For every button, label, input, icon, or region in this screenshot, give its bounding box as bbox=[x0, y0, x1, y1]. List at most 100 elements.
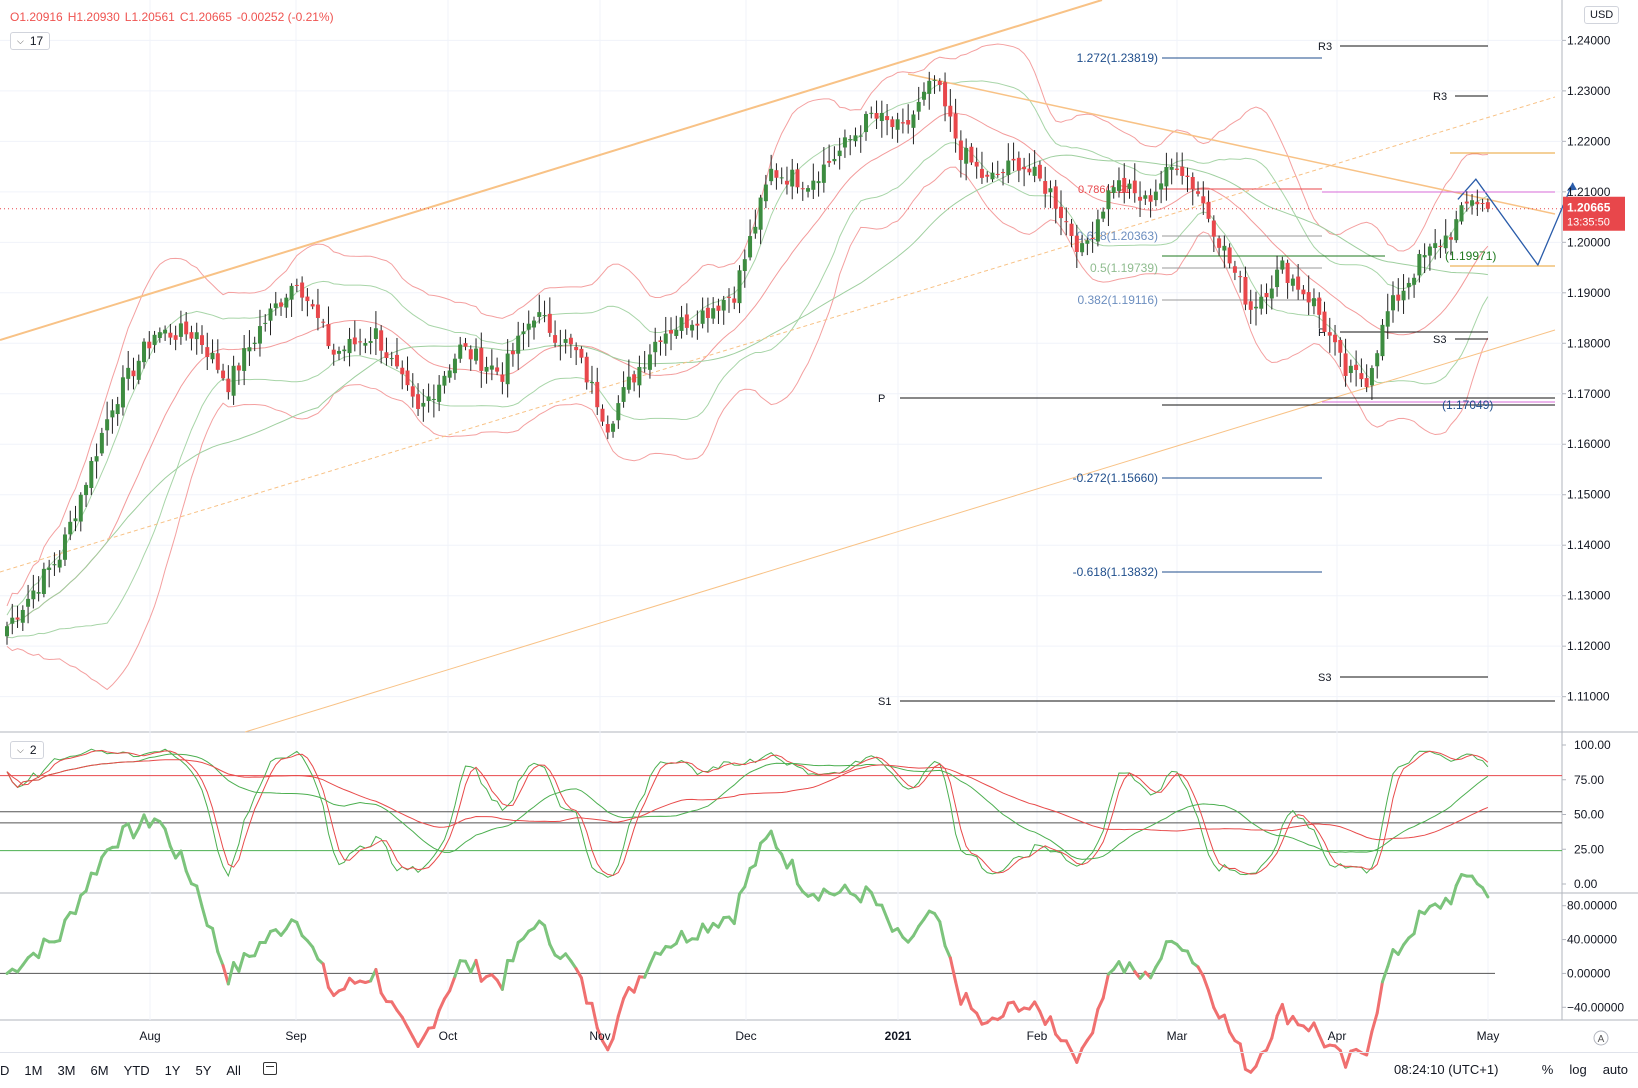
osc-axis-label: 40.00000 bbox=[1567, 933, 1617, 947]
range-3m[interactable]: 3M bbox=[57, 1063, 75, 1078]
candle-body bbox=[1333, 335, 1337, 342]
osc-segment bbox=[86, 873, 91, 891]
candle-body bbox=[63, 534, 67, 559]
candle-body bbox=[722, 300, 726, 311]
candle-body bbox=[743, 259, 747, 271]
candle-body bbox=[1001, 172, 1005, 173]
chevron-down-icon: ⌵ bbox=[17, 745, 24, 756]
candle-body bbox=[79, 495, 83, 522]
osc-segment bbox=[950, 958, 955, 982]
candle-body bbox=[885, 116, 889, 120]
candle-body bbox=[37, 592, 41, 594]
candle-body bbox=[1133, 181, 1137, 194]
fib-level-label: 1.272(1.23819) bbox=[1077, 51, 1158, 65]
osc-segment bbox=[197, 886, 202, 906]
candle-body bbox=[896, 119, 900, 129]
candle-body bbox=[664, 334, 668, 344]
range-1y[interactable]: 1Y bbox=[165, 1063, 181, 1078]
main-indicator-toggle[interactable]: ⌵ 17 bbox=[10, 32, 50, 50]
price-axis-label: 1.14000 bbox=[1567, 538, 1611, 552]
candle-body bbox=[479, 348, 483, 371]
percent-toggle[interactable]: % bbox=[1542, 1062, 1554, 1077]
osc-segment bbox=[323, 964, 328, 987]
osc-segment bbox=[39, 939, 44, 957]
candle-body bbox=[485, 367, 489, 372]
candle-body bbox=[1254, 307, 1258, 309]
osc-segment bbox=[682, 931, 687, 942]
candle-body bbox=[1122, 178, 1126, 192]
osc-segment bbox=[1187, 951, 1192, 963]
candle-body bbox=[933, 80, 937, 81]
time-axis-label: Oct bbox=[439, 1029, 458, 1043]
candle-body bbox=[216, 353, 220, 370]
range-d[interactable]: D bbox=[0, 1063, 9, 1078]
candle-body bbox=[716, 306, 720, 311]
osc-segment bbox=[1203, 976, 1208, 990]
candle-body bbox=[616, 403, 620, 420]
candle-body bbox=[1338, 340, 1342, 353]
auto-toggle[interactable]: auto bbox=[1603, 1062, 1628, 1077]
candle-body bbox=[1380, 325, 1384, 356]
candle-body bbox=[890, 119, 894, 127]
level-label: (1.17049) bbox=[1442, 398, 1493, 412]
candle-body bbox=[790, 170, 794, 187]
osc-segment bbox=[502, 960, 507, 989]
stoch-indicator-toggle[interactable]: ⌵ 2 bbox=[10, 741, 44, 759]
osc-segment bbox=[408, 1027, 413, 1037]
time-axis-label: Nov bbox=[589, 1029, 610, 1043]
price-axis-label: 1.13000 bbox=[1567, 589, 1611, 603]
candle-body bbox=[532, 321, 536, 328]
candle-body bbox=[1323, 312, 1327, 332]
candle-body bbox=[31, 591, 35, 600]
candle-body bbox=[1201, 196, 1205, 203]
candle-body bbox=[1349, 366, 1353, 373]
osc-segment bbox=[1230, 1032, 1235, 1041]
candle-body bbox=[1344, 353, 1348, 376]
osc-segment bbox=[239, 954, 244, 972]
range-1m[interactable]: 1M bbox=[24, 1063, 42, 1078]
candle-body bbox=[279, 302, 283, 306]
osc-segment bbox=[439, 999, 444, 1011]
candle-body bbox=[1101, 212, 1105, 219]
candle-body bbox=[58, 560, 62, 568]
candle-body bbox=[748, 236, 752, 257]
candle-body bbox=[1444, 236, 1448, 249]
candle-body bbox=[943, 82, 947, 106]
candle-body bbox=[985, 175, 989, 177]
pivot-label: S3 bbox=[1318, 672, 1331, 684]
osc-segment bbox=[513, 942, 518, 960]
candle-body bbox=[1033, 167, 1037, 176]
candle-body bbox=[427, 396, 431, 401]
range-all[interactable]: All bbox=[226, 1063, 240, 1078]
osc-segment bbox=[871, 892, 876, 904]
stoch-d-line bbox=[7, 750, 1488, 875]
osc-segment bbox=[1451, 886, 1456, 904]
calendar-icon[interactable] bbox=[263, 1062, 277, 1075]
candle-body bbox=[1486, 202, 1490, 209]
osc-segment bbox=[550, 944, 555, 955]
candle-body bbox=[1138, 197, 1142, 201]
range-6m[interactable]: 6M bbox=[91, 1063, 109, 1078]
candle-body bbox=[585, 357, 589, 383]
candle-body bbox=[1296, 277, 1300, 290]
candle-body bbox=[1365, 378, 1369, 387]
candle-body bbox=[964, 148, 968, 164]
candle-body bbox=[295, 285, 299, 286]
currency-button[interactable]: USD bbox=[1584, 6, 1619, 24]
candle-body bbox=[258, 326, 262, 344]
log-toggle[interactable]: log bbox=[1569, 1062, 1586, 1077]
candle-body bbox=[780, 177, 784, 178]
clock-readout[interactable]: 08:24:10 (UTC+1) bbox=[1394, 1062, 1498, 1077]
candle-body bbox=[1064, 221, 1068, 222]
candle-body bbox=[1112, 187, 1116, 193]
candle-body bbox=[432, 399, 436, 400]
candle-body bbox=[738, 270, 742, 303]
range-5y[interactable]: 5Y bbox=[195, 1063, 211, 1078]
candle-body bbox=[548, 314, 552, 333]
candle-body bbox=[658, 340, 662, 342]
range-ytd[interactable]: YTD bbox=[124, 1063, 150, 1078]
candle-body bbox=[10, 618, 14, 624]
ohlc-close: C1.20665 bbox=[180, 10, 232, 24]
candle-body bbox=[732, 298, 736, 302]
